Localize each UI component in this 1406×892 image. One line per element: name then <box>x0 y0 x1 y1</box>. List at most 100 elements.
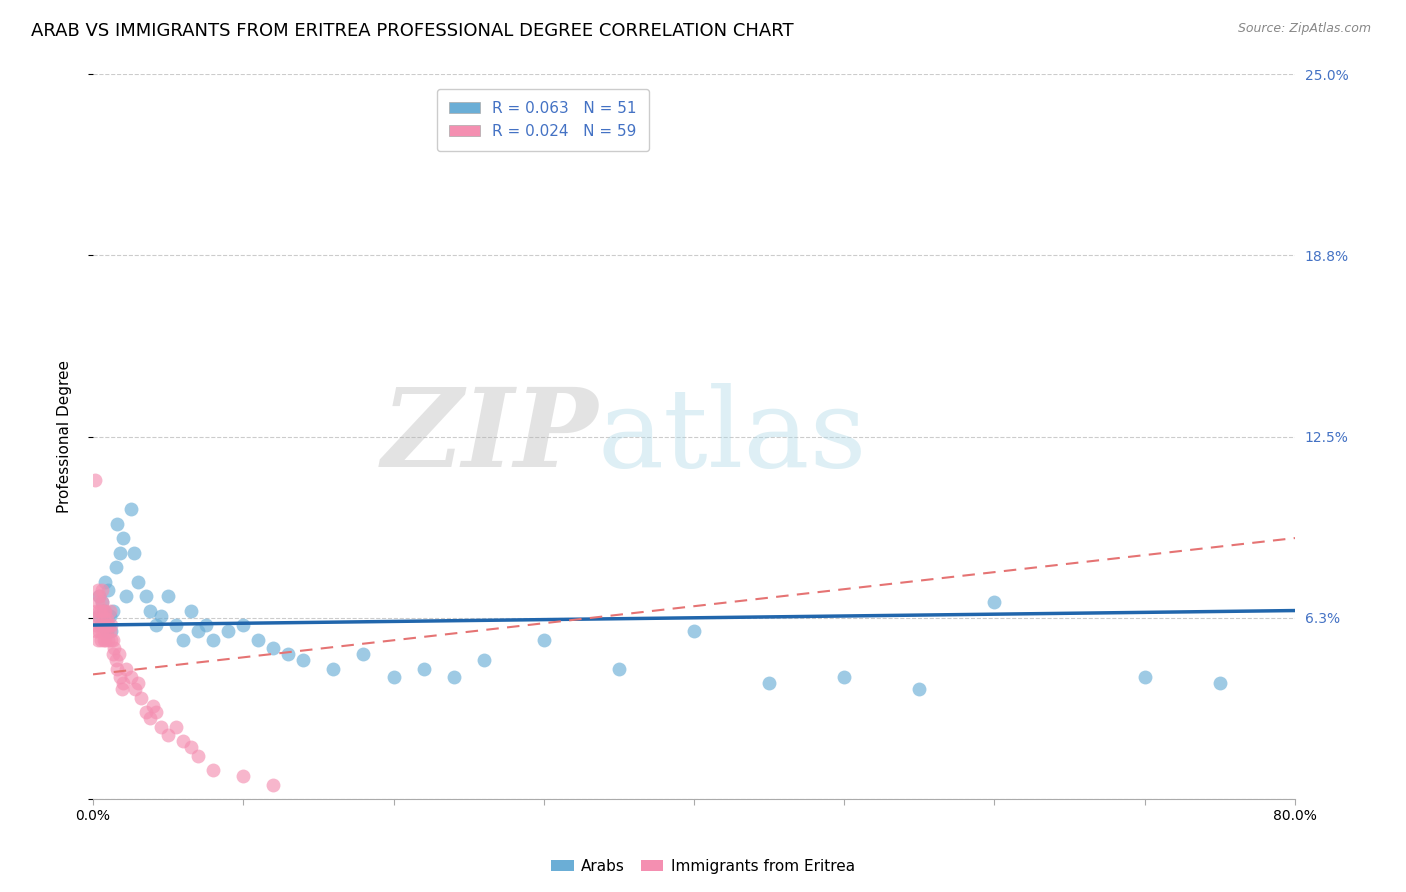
Text: atlas: atlas <box>598 383 868 490</box>
Point <box>100 618 122 632</box>
Point <box>96 624 118 638</box>
Point <box>93 603 115 617</box>
Point <box>108 545 131 559</box>
Point <box>96 612 118 626</box>
Point <box>94 632 117 647</box>
Point <box>101 632 124 647</box>
Point <box>89 618 111 632</box>
Point <box>607 662 630 676</box>
Point <box>180 739 202 754</box>
Point <box>101 647 124 661</box>
Point <box>97 618 120 632</box>
Point <box>180 603 202 617</box>
Point <box>202 763 225 777</box>
Point <box>96 624 118 638</box>
Point <box>86 583 108 598</box>
Point <box>149 609 172 624</box>
Point <box>94 618 117 632</box>
Point <box>91 595 114 609</box>
Point <box>120 670 142 684</box>
Point <box>443 670 465 684</box>
Point <box>94 574 117 589</box>
Point <box>93 624 115 638</box>
Y-axis label: Professional Degree: Professional Degree <box>58 360 72 513</box>
Point <box>104 560 127 574</box>
Point <box>104 653 127 667</box>
Point <box>187 748 209 763</box>
Point <box>110 681 132 696</box>
Point <box>98 603 121 617</box>
Point <box>87 589 110 603</box>
Point <box>93 603 115 617</box>
Point <box>533 632 555 647</box>
Point <box>86 595 108 609</box>
Point <box>84 603 107 617</box>
Point <box>97 583 120 598</box>
Point <box>187 624 209 638</box>
Point <box>983 595 1005 609</box>
Point <box>108 670 131 684</box>
Point <box>93 632 115 647</box>
Point <box>277 647 299 661</box>
Point <box>120 502 142 516</box>
Point <box>247 632 270 647</box>
Point <box>262 641 284 656</box>
Point <box>135 705 157 719</box>
Point <box>89 632 111 647</box>
Point <box>149 720 172 734</box>
Point <box>135 589 157 603</box>
Point <box>382 670 405 684</box>
Point <box>112 531 135 545</box>
Point <box>194 618 217 632</box>
Text: Source: ZipAtlas.com: Source: ZipAtlas.com <box>1237 22 1371 36</box>
Point <box>232 618 254 632</box>
Point <box>172 632 194 647</box>
Point <box>172 734 194 748</box>
Point <box>139 603 162 617</box>
Point <box>122 545 145 559</box>
Point <box>91 624 114 638</box>
Point <box>322 662 344 676</box>
Point <box>165 720 187 734</box>
Point <box>353 647 375 661</box>
Point <box>1133 670 1156 684</box>
Point <box>87 589 110 603</box>
Point <box>101 603 124 617</box>
Point <box>84 618 107 632</box>
Point <box>105 662 128 676</box>
Point <box>127 574 149 589</box>
Text: ARAB VS IMMIGRANTS FROM ERITREA PROFESSIONAL DEGREE CORRELATION CHART: ARAB VS IMMIGRANTS FROM ERITREA PROFESSI… <box>31 22 793 40</box>
Point <box>145 618 167 632</box>
Point <box>165 618 187 632</box>
Point <box>157 728 180 742</box>
Point <box>83 473 105 487</box>
Point <box>124 681 146 696</box>
Point <box>127 676 149 690</box>
Point <box>115 589 138 603</box>
Point <box>93 612 115 626</box>
Point <box>832 670 855 684</box>
Point <box>262 778 284 792</box>
Point <box>103 641 125 656</box>
Point <box>115 662 138 676</box>
Point <box>91 595 114 609</box>
Point <box>202 632 225 647</box>
Point <box>758 676 780 690</box>
Point <box>142 699 165 714</box>
Point <box>157 589 180 603</box>
Point <box>91 583 114 598</box>
Point <box>412 662 434 676</box>
Point <box>683 624 706 638</box>
Point <box>87 624 110 638</box>
Point <box>86 632 108 647</box>
Point <box>472 653 495 667</box>
Point <box>87 603 110 617</box>
Point <box>94 603 117 617</box>
Point <box>86 609 108 624</box>
Point <box>100 624 122 638</box>
Point <box>217 624 239 638</box>
Point <box>145 705 167 719</box>
Legend: R = 0.063   N = 51, R = 0.024   N = 59: R = 0.063 N = 51, R = 0.024 N = 59 <box>437 89 650 151</box>
Text: ZIP: ZIP <box>381 383 598 491</box>
Point <box>112 676 135 690</box>
